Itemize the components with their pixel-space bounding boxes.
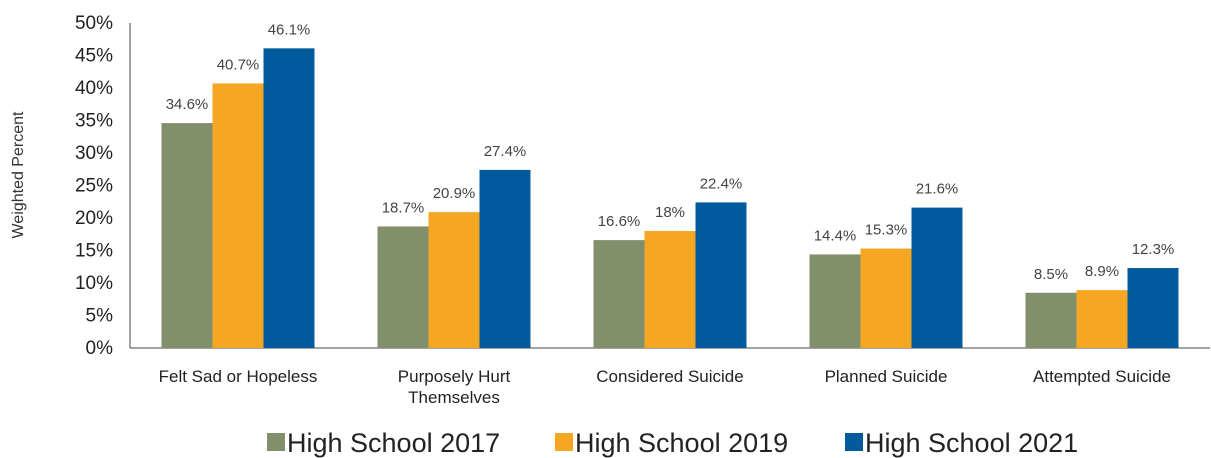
bar xyxy=(161,123,213,348)
data-label: 18.7% xyxy=(382,199,425,216)
x-tick-label: Felt Sad or Hopeless xyxy=(159,367,318,386)
y-tick-label: 35% xyxy=(75,111,113,132)
bar xyxy=(479,169,531,348)
legend-swatch xyxy=(845,433,863,451)
legend-swatch xyxy=(267,433,285,451)
y-tick-label: 15% xyxy=(75,241,113,262)
x-tick-label: Themselves xyxy=(408,388,500,407)
y-tick-label: 0% xyxy=(86,338,114,359)
data-label: 12.3% xyxy=(1132,241,1175,258)
bar xyxy=(428,212,480,348)
legend-swatch xyxy=(555,433,573,451)
data-label: 46.1% xyxy=(268,21,311,38)
data-label: 27.4% xyxy=(484,143,527,160)
data-label: 8.5% xyxy=(1034,266,1068,283)
bar xyxy=(911,207,963,348)
x-tick-label: Attempted Suicide xyxy=(1033,367,1171,386)
data-label: 16.6% xyxy=(598,213,641,230)
y-axis-title: Weighted Percent xyxy=(10,111,27,238)
data-label: 40.7% xyxy=(217,56,260,73)
bar xyxy=(1025,292,1077,348)
y-tick-label: 45% xyxy=(75,46,113,67)
y-tick-label: 10% xyxy=(75,273,113,294)
bar xyxy=(695,202,747,348)
y-tick-label: 40% xyxy=(75,78,113,99)
legend-label: High School 2019 xyxy=(575,428,788,458)
data-label: 14.4% xyxy=(814,227,857,244)
y-tick-label: 5% xyxy=(86,306,114,327)
y-tick-label: 30% xyxy=(75,143,113,164)
bar xyxy=(212,83,264,348)
bar xyxy=(1127,268,1179,348)
data-label: 8.9% xyxy=(1085,263,1119,280)
data-label: 21.6% xyxy=(916,181,959,198)
legend-label: High School 2021 xyxy=(865,428,1078,458)
bar xyxy=(1076,290,1128,348)
x-tick-label: Considered Suicide xyxy=(596,367,743,386)
data-label: 15.3% xyxy=(865,222,908,239)
bar xyxy=(263,48,315,348)
bar xyxy=(809,254,861,348)
bar xyxy=(644,231,696,348)
data-label: 34.6% xyxy=(166,96,209,113)
x-tick-label: Planned Suicide xyxy=(825,367,948,386)
bar xyxy=(377,226,429,348)
data-label: 22.4% xyxy=(700,175,743,192)
bar xyxy=(593,240,645,348)
y-tick-label: 50% xyxy=(75,13,113,34)
data-label: 18% xyxy=(655,204,685,221)
bar xyxy=(860,248,912,348)
data-label: 20.9% xyxy=(433,185,476,202)
legend-label: High School 2017 xyxy=(287,428,500,458)
y-tick-label: 25% xyxy=(75,176,113,197)
y-tick-label: 20% xyxy=(75,208,113,229)
x-tick-label: Purposely Hurt xyxy=(398,367,511,386)
